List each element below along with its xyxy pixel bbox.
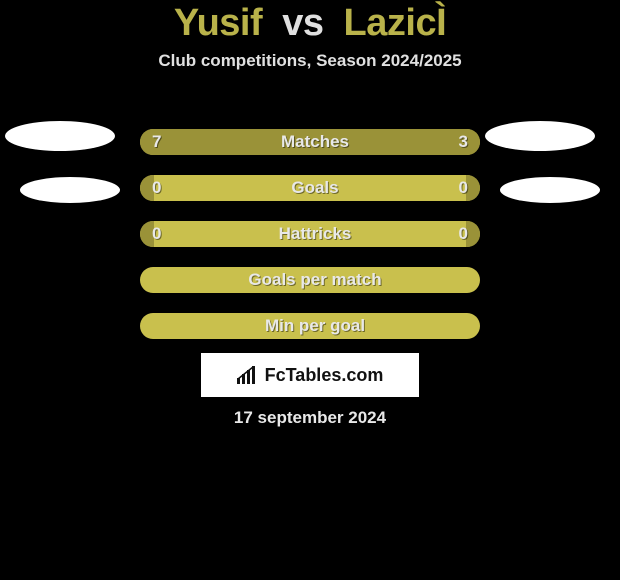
source-badge: FcTables.com xyxy=(201,353,419,397)
subtitle: Club competitions, Season 2024/2025 xyxy=(0,51,620,71)
stat-row: 00Hattricks xyxy=(0,212,620,258)
decorative-ellipse xyxy=(5,121,115,151)
stat-label: Matches xyxy=(140,129,480,155)
stat-label: Goals per match xyxy=(140,267,480,293)
stat-bar: 73Matches xyxy=(140,129,480,155)
source-badge-text: FcTables.com xyxy=(265,365,384,386)
stat-row: Goals per match xyxy=(0,258,620,304)
stat-label: Goals xyxy=(140,175,480,201)
stat-row: Min per goal xyxy=(0,304,620,350)
generated-date: 17 september 2024 xyxy=(0,408,620,428)
vs-label: vs xyxy=(282,2,323,44)
decorative-ellipse xyxy=(20,177,120,203)
stat-bar: 00Hattricks xyxy=(140,221,480,247)
stat-label: Hattricks xyxy=(140,221,480,247)
stat-rows: 73Matches 00Goals 00Hattricks Goals per mat… xyxy=(0,120,620,350)
stat-label: Min per goal xyxy=(140,313,480,339)
stat-bar: Min per goal xyxy=(140,313,480,339)
decorative-ellipse xyxy=(500,177,600,203)
player2-name: LazicÌ xyxy=(344,2,447,44)
player1-name: Yusif xyxy=(174,2,262,44)
stat-bar: Goals per match xyxy=(140,267,480,293)
comparison-title: Yusif vs LazicÌ xyxy=(0,0,620,45)
chart-icon xyxy=(237,366,259,384)
decorative-ellipse xyxy=(485,121,595,151)
stat-bar: 00Goals xyxy=(140,175,480,201)
